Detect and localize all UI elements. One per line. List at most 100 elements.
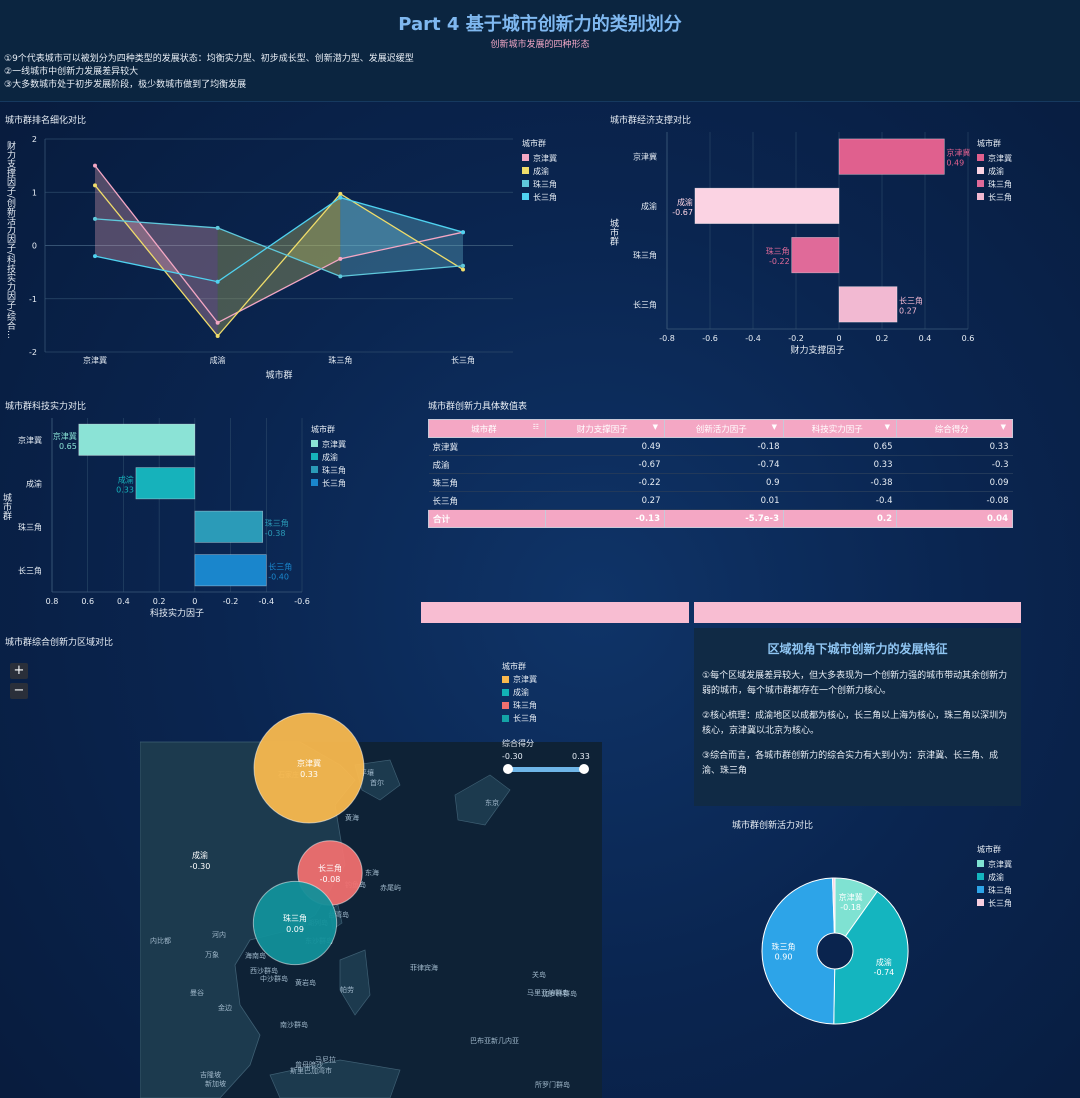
- bar-成渝: [135, 467, 196, 500]
- legend-swatch: [502, 676, 509, 683]
- x-tick-label: 0.4: [117, 597, 130, 606]
- y-tick-label: 长三角: [18, 565, 42, 575]
- column-header-city[interactable]: 城市群 ☷: [428, 419, 546, 438]
- legend-label: 京津冀: [988, 859, 1012, 869]
- bar-name-label: 珠三角: [265, 518, 289, 528]
- column-header-finance[interactable]: 财力支撑因子 ▼: [545, 419, 665, 438]
- bubble-name-label: 长三角: [318, 863, 342, 873]
- map-legend-item[interactable]: 长三角: [502, 712, 537, 725]
- bubble-京津冀: [253, 712, 365, 824]
- y-tick-label: 京津冀: [633, 152, 657, 162]
- visual-map-max-handle[interactable]: [579, 764, 589, 774]
- legend-swatch: [977, 180, 984, 187]
- y-tick-label: 1: [32, 188, 37, 197]
- data-point: [461, 230, 465, 235]
- x-tick-label: 0.4: [919, 334, 932, 343]
- column-header-vitality[interactable]: 创新活力因子 ▼: [664, 419, 784, 438]
- sort-down-icon[interactable]: ▼: [771, 422, 777, 431]
- x-tick-label: 0: [192, 597, 197, 606]
- legend-label: 成渝: [533, 166, 549, 176]
- bar-name-label: 京津冀: [946, 148, 970, 158]
- legend-swatch: [522, 193, 529, 200]
- map-place-label: 金边: [218, 1003, 232, 1012]
- data-point: [215, 279, 220, 284]
- table-row: 长三角 0.27 0.01 -0.4 -0.08: [428, 491, 1013, 510]
- map-place-label: 斯里巴加湾市: [290, 1066, 332, 1075]
- table-row: 成渝 -0.67 -0.74 0.33 -0.3: [428, 455, 1013, 474]
- legend-swatch: [977, 860, 984, 867]
- map-legend-item[interactable]: 京津冀: [502, 673, 537, 686]
- philippines-shape: [339, 949, 371, 1016]
- column-header-tech[interactable]: 科技实力因子 ▼: [783, 419, 897, 438]
- bar-value-label: 0.49: [946, 159, 964, 168]
- bar-name-label: 京津冀: [53, 431, 77, 441]
- pink-banner-right: [694, 602, 1021, 623]
- map-legend-item[interactable]: 珠三角: [502, 699, 537, 712]
- series-area: [340, 193, 463, 277]
- bar-value-label: -0.22: [769, 257, 790, 266]
- data-point: [461, 267, 465, 272]
- legend-label: 珠三角: [322, 465, 346, 475]
- bar-成渝: [694, 187, 840, 224]
- x-tick-label: 0.2: [153, 597, 166, 606]
- visual-map-range-bar[interactable]: [508, 767, 584, 772]
- y-tick-label: -1: [29, 295, 37, 304]
- data-point: [93, 183, 97, 188]
- visual-map-min-label: -0.30: [502, 752, 523, 761]
- donut-slice-长三角: [831, 877, 836, 934]
- legend-label: 成渝: [322, 452, 338, 462]
- sort-down-icon[interactable]: ▼: [1000, 422, 1006, 431]
- legend-swatch: [502, 702, 509, 709]
- insight-paragraph-1: ①每个区域发展差异较大，但大多表现为一个创新力强的城市带动其余创新力弱的城市，每…: [702, 671, 1008, 696]
- x-tick-label: 成渝: [210, 355, 226, 365]
- zoom-out-button[interactable]: −: [10, 683, 28, 699]
- map-place-label: 新加坡: [205, 1079, 226, 1088]
- map-place-label: 加罗林群岛: [542, 989, 577, 998]
- map-place-label: 马里亚纳群岛: [527, 988, 569, 997]
- legend-swatch: [977, 167, 984, 174]
- sort-down-icon[interactable]: ▼: [652, 422, 658, 431]
- legend-label: 成渝: [988, 872, 1004, 882]
- slice-name-label: 京津冀: [839, 892, 863, 902]
- table-total-row: 合计 -0.13 -5.7e-3 0.2 0.04: [428, 509, 1013, 528]
- data-point: [215, 334, 220, 339]
- bar-珠三角: [791, 237, 840, 274]
- legend-swatch: [977, 193, 984, 200]
- data-point: [215, 225, 220, 230]
- visual-map-min-handle[interactable]: [503, 764, 513, 774]
- data-point: [461, 263, 465, 268]
- sort-down-icon[interactable]: ▼: [884, 422, 890, 431]
- zoom-in-button[interactable]: +: [10, 663, 28, 679]
- legend-swatch: [311, 479, 318, 486]
- donut-slice-珠三角: [761, 877, 836, 1025]
- bar-value-label: 0.65: [59, 442, 77, 451]
- map-legend-item[interactable]: 成渝: [502, 686, 537, 699]
- filter-icon[interactable]: ☷: [532, 422, 539, 431]
- bar-name-label: 成渝: [118, 474, 134, 484]
- map-place-label: 帕劳: [340, 985, 354, 994]
- y-tick-label: 2: [32, 135, 37, 144]
- x-tick-label: 0.6: [81, 597, 94, 606]
- bar-name-label: 成渝: [677, 197, 693, 207]
- bar-value-label: -0.38: [265, 529, 286, 538]
- map-place-label: 内比都: [150, 936, 171, 945]
- x-tick-label: 0.8: [46, 597, 59, 606]
- x-axis-title: 科技实力因子: [150, 607, 204, 619]
- map-place-label: 中沙群岛: [260, 974, 288, 983]
- data-point: [215, 320, 220, 325]
- bar-value-label: 0.27: [899, 306, 917, 315]
- insight-paragraph-3: ③综合而言，各城市群创新力的综合实力有大到小为：京津冀、长三角、成渝、珠三角: [702, 751, 999, 776]
- x-tick-label: 珠三角: [328, 355, 352, 365]
- legend-title: 城市群: [977, 138, 1001, 148]
- column-header-score[interactable]: 综合得分 ▼: [896, 419, 1013, 438]
- bar-value-label: 0.33: [116, 485, 134, 494]
- region-map[interactable]: 石家庄平壤首尔东京黄海东海钓鱼岛赤尾屿台湾岛澎湖列岛东沙群岛海南岛西沙群岛中沙群…: [140, 705, 602, 1098]
- y-tick-label: 0: [32, 242, 37, 251]
- x-axis-title: 财力支撑因子: [790, 344, 844, 356]
- series-area: [95, 165, 218, 337]
- map-place-label: 曾母暗沙: [295, 1060, 323, 1069]
- map-place-label: 赤尾屿: [380, 883, 401, 892]
- legend-label: 珠三角: [533, 179, 557, 189]
